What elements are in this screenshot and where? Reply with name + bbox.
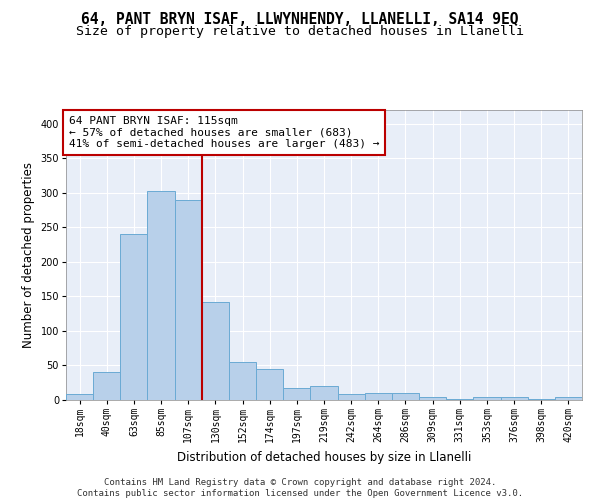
Bar bbox=[66, 394, 93, 400]
Bar bbox=[148, 192, 175, 400]
Bar bbox=[473, 397, 500, 400]
Bar bbox=[229, 362, 256, 400]
Bar bbox=[392, 393, 419, 400]
Bar bbox=[202, 302, 229, 400]
Bar bbox=[419, 396, 446, 400]
Bar bbox=[527, 398, 555, 400]
Bar bbox=[365, 393, 392, 400]
Bar bbox=[555, 396, 582, 400]
Text: Contains HM Land Registry data © Crown copyright and database right 2024.
Contai: Contains HM Land Registry data © Crown c… bbox=[77, 478, 523, 498]
Bar bbox=[500, 397, 527, 400]
Text: Size of property relative to detached houses in Llanelli: Size of property relative to detached ho… bbox=[76, 25, 524, 38]
Text: 64 PANT BRYN ISAF: 115sqm
← 57% of detached houses are smaller (683)
41% of semi: 64 PANT BRYN ISAF: 115sqm ← 57% of detac… bbox=[68, 116, 379, 149]
Bar bbox=[93, 372, 121, 400]
Text: 64, PANT BRYN ISAF, LLWYNHENDY, LLANELLI, SA14 9EQ: 64, PANT BRYN ISAF, LLWYNHENDY, LLANELLI… bbox=[81, 12, 519, 28]
Bar bbox=[283, 388, 310, 400]
Bar bbox=[175, 200, 202, 400]
Bar bbox=[121, 234, 148, 400]
Bar bbox=[310, 386, 338, 400]
Bar bbox=[446, 398, 473, 400]
Bar bbox=[338, 394, 365, 400]
X-axis label: Distribution of detached houses by size in Llanelli: Distribution of detached houses by size … bbox=[177, 450, 471, 464]
Bar bbox=[256, 369, 283, 400]
Y-axis label: Number of detached properties: Number of detached properties bbox=[22, 162, 35, 348]
